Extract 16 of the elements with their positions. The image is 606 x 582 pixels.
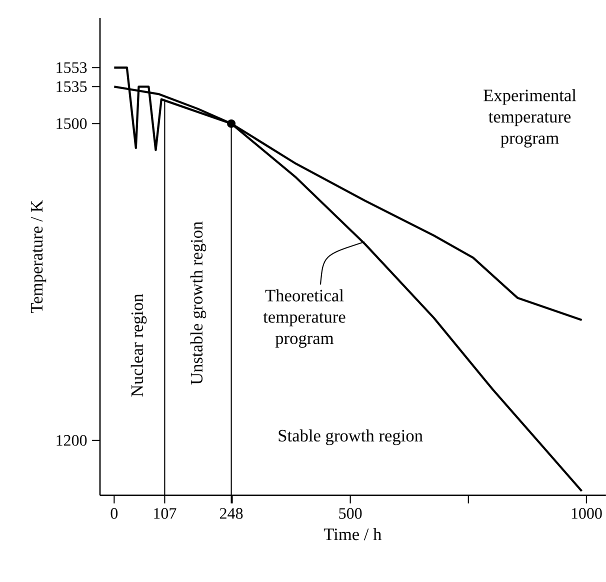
x-tick-label: 1000	[572, 508, 602, 519]
y-axis-title: Temperature / K	[31, 200, 46, 314]
y-tick-label: 1553	[56, 62, 87, 73]
x-tick-label: 248	[220, 508, 243, 519]
y-tick-label: 1500	[56, 118, 87, 129]
annotation: Theoretical temperature program	[263, 289, 346, 348]
annotation: Unstable growth region	[190, 222, 206, 385]
annotation: Nuclear region	[130, 294, 147, 397]
x-tick-label: 0	[110, 508, 118, 519]
y-tick-label: 1200	[56, 435, 87, 446]
x-tick-label: 107	[154, 508, 176, 519]
annotation: Stable growth region	[278, 429, 423, 446]
annotation: Experimental temperature program	[484, 89, 576, 148]
x-axis-title: Time / h	[324, 528, 382, 540]
x-tick-label: 500	[339, 508, 362, 519]
y-tick-label: 1535	[56, 81, 87, 92]
